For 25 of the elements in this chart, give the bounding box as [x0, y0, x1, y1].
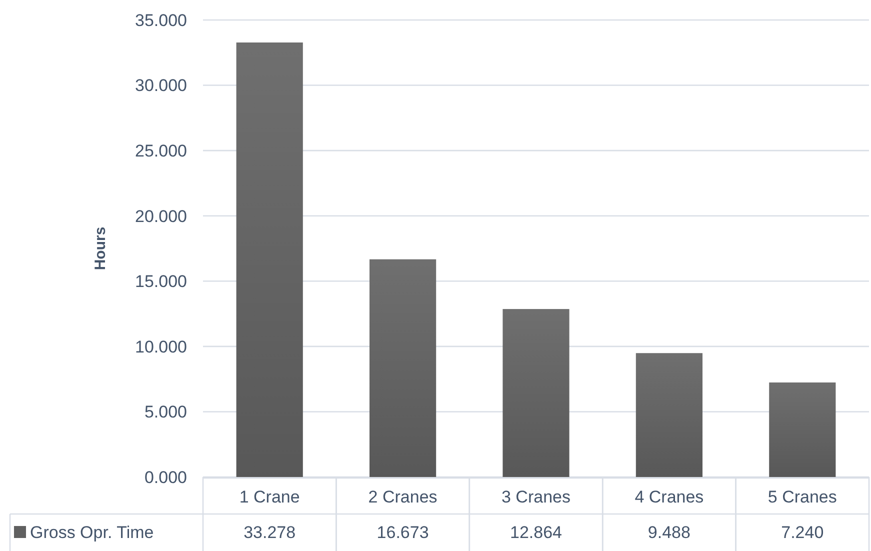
bar: [636, 353, 702, 477]
x-tick-label: 4 Cranes: [634, 487, 704, 506]
y-tick-label: 20.000: [135, 206, 187, 226]
y-tick-label: 35.000: [135, 10, 187, 30]
data-label: 12.864: [510, 522, 562, 542]
x-tick-label: 1 Crane: [239, 487, 300, 506]
data-label: 9.488: [648, 522, 690, 542]
x-tick-label: 5 Cranes: [768, 487, 837, 506]
bar: [769, 382, 836, 477]
bar: [370, 259, 436, 477]
bar: [236, 42, 303, 477]
legend-label: Gross Opr. Time: [30, 522, 154, 542]
y-tick-label: 5.000: [144, 402, 187, 422]
x-tick-label: 3 Cranes: [502, 487, 570, 506]
data-label: 16.673: [376, 522, 429, 542]
y-tick-label: 0.000: [144, 468, 187, 487]
data-label: 7.240: [781, 522, 824, 542]
data-label: 33.278: [244, 522, 296, 542]
bar: [502, 309, 570, 477]
y-axis-title: Hours: [92, 226, 109, 270]
y-tick-label: 15.000: [135, 272, 187, 292]
y-tick-label: 25.000: [135, 142, 187, 161]
y-tick-label: 30.000: [135, 76, 187, 96]
y-tick-label: 10.000: [135, 337, 187, 356]
x-tick-label: 2 Cranes: [368, 487, 438, 506]
